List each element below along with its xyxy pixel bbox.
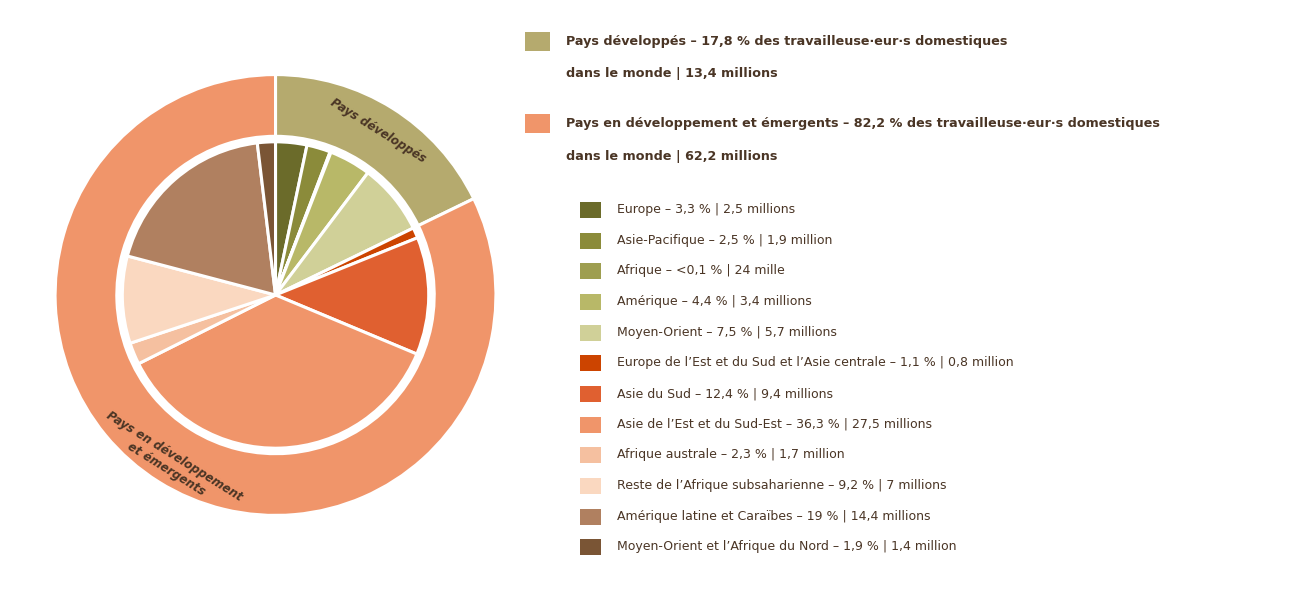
Wedge shape (127, 143, 276, 295)
Text: Moyen-Orient et l’Afrique du Nord – 1,9 % | 1,4 million: Moyen-Orient et l’Afrique du Nord – 1,9 … (617, 540, 956, 553)
Wedge shape (55, 74, 496, 516)
Text: Asie-Pacifique – 2,5 % | 1,9 million: Asie-Pacifique – 2,5 % | 1,9 million (617, 234, 832, 247)
Text: Afrique – <0,1 % | 24 mille: Afrique – <0,1 % | 24 mille (617, 264, 785, 277)
Bar (580, 539, 601, 555)
Bar (580, 417, 601, 432)
Bar (580, 478, 601, 494)
Bar (580, 202, 601, 218)
Text: dans le monde | 62,2 millions: dans le monde | 62,2 millions (565, 150, 777, 163)
Wedge shape (276, 173, 413, 295)
Bar (525, 114, 550, 133)
Text: Asie du Sud – 12,4 % | 9,4 millions: Asie du Sud – 12,4 % | 9,4 millions (617, 387, 833, 400)
Bar (580, 232, 601, 248)
Text: Europe – 3,3 % | 2,5 millions: Europe – 3,3 % | 2,5 millions (617, 203, 795, 216)
Text: Pays en développement et émergents – 82,2 % des travailleuse·eur·s domestiques: Pays en développement et émergents – 82,… (565, 117, 1160, 130)
Text: Moyen-Orient – 7,5 % | 5,7 millions: Moyen-Orient – 7,5 % | 5,7 millions (617, 326, 837, 339)
Text: Reste de l’Afrique subsaharienne – 9,2 % | 7 millions: Reste de l’Afrique subsaharienne – 9,2 %… (617, 479, 946, 492)
Text: Europe de l’Est et du Sud et l’Asie centrale – 1,1 % | 0,8 million: Europe de l’Est et du Sud et l’Asie cent… (617, 356, 1014, 369)
Bar (580, 294, 601, 310)
Text: Pays développés – 17,8 % des travailleuse·eur·s domestiques: Pays développés – 17,8 % des travailleus… (565, 35, 1008, 48)
Text: Amérique latine et Caraïbes – 19 % | 14,4 millions: Amérique latine et Caraïbes – 19 % | 14,… (617, 510, 930, 523)
Wedge shape (276, 152, 367, 295)
Wedge shape (276, 142, 307, 295)
Text: Pays en développement
et émergents: Pays en développement et émergents (96, 409, 244, 517)
Wedge shape (257, 142, 276, 295)
Bar (580, 355, 601, 371)
Wedge shape (122, 256, 276, 343)
Text: dans le monde | 13,4 millions: dans le monde | 13,4 millions (565, 67, 777, 80)
Text: Asie de l’Est et du Sud-Est – 36,3 % | 27,5 millions: Asie de l’Est et du Sud-Est – 36,3 % | 2… (617, 418, 932, 431)
Bar (580, 509, 601, 525)
Wedge shape (276, 228, 417, 295)
Bar (580, 386, 601, 402)
Wedge shape (276, 238, 429, 354)
Bar (580, 263, 601, 279)
Bar (580, 447, 601, 463)
Text: Afrique australe – 2,3 % | 1,7 million: Afrique australe – 2,3 % | 1,7 million (617, 448, 845, 461)
Wedge shape (276, 74, 474, 225)
Bar (525, 32, 550, 51)
Wedge shape (276, 145, 331, 295)
Wedge shape (130, 295, 276, 363)
Text: Amérique – 4,4 % | 3,4 millions: Amérique – 4,4 % | 3,4 millions (617, 295, 812, 308)
Bar (580, 324, 601, 340)
Wedge shape (276, 152, 331, 295)
Wedge shape (139, 295, 417, 448)
Text: Pays développés: Pays développés (328, 96, 429, 165)
